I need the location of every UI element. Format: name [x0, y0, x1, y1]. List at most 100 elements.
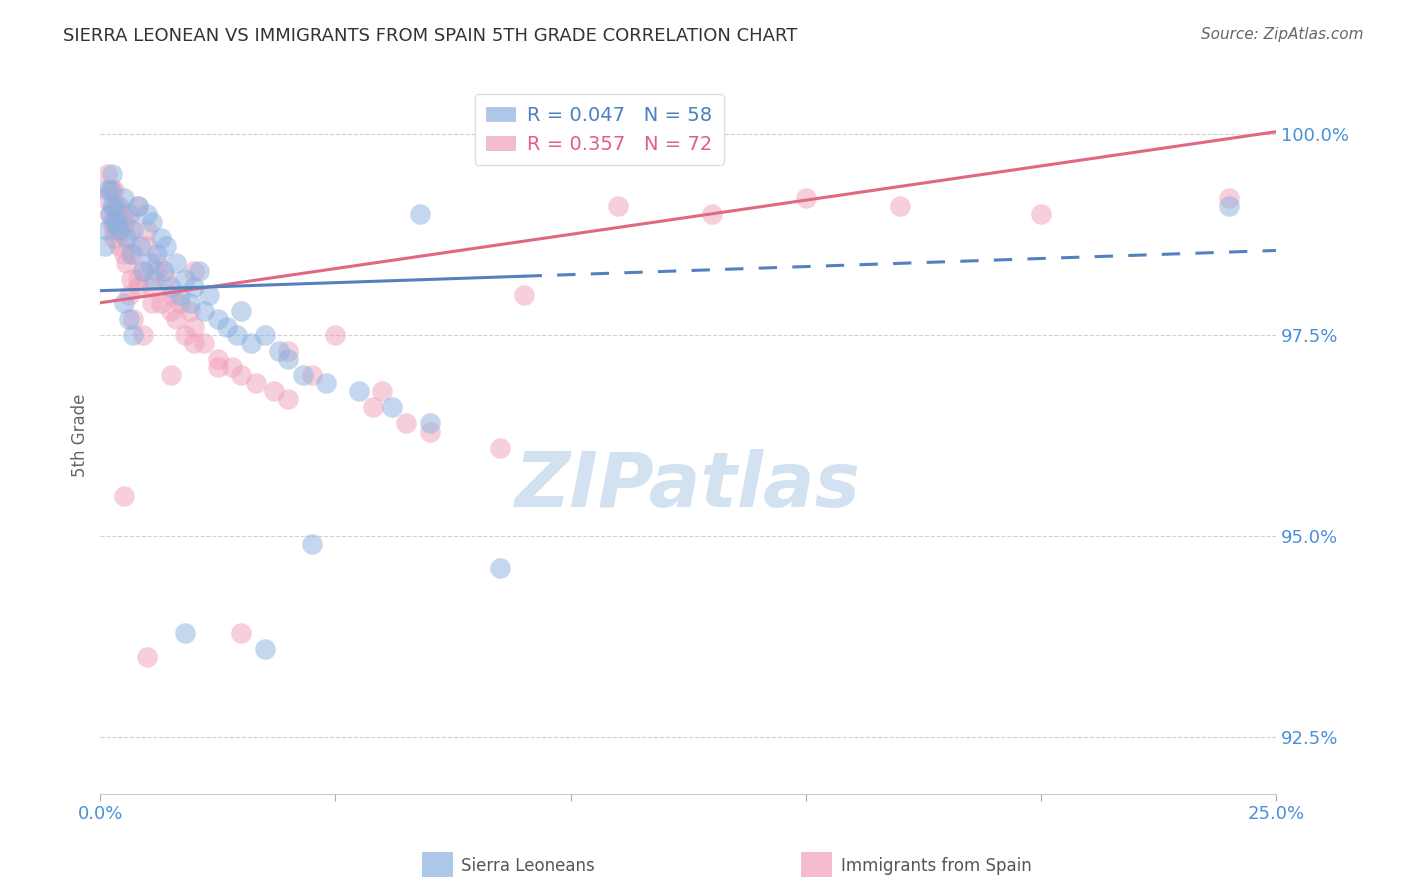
- Point: [160, 303, 183, 318]
- Point: [101, 199, 124, 213]
- Point: [101, 215, 124, 229]
- Point: [96, 223, 118, 237]
- Point: [131, 328, 153, 343]
- Point: [101, 183, 124, 197]
- Point: [105, 223, 128, 237]
- Point: [110, 207, 132, 221]
- Point: [101, 167, 124, 181]
- Point: [253, 641, 276, 656]
- Point: [700, 207, 723, 221]
- Point: [174, 625, 197, 640]
- Point: [239, 336, 262, 351]
- Point: [245, 376, 267, 391]
- Point: [207, 352, 229, 367]
- Point: [174, 271, 197, 285]
- Point: [253, 328, 276, 343]
- Point: [155, 239, 177, 253]
- Point: [94, 239, 117, 253]
- Point: [146, 255, 169, 269]
- Point: [112, 215, 135, 229]
- Point: [136, 239, 159, 253]
- Point: [193, 303, 215, 318]
- Point: [108, 207, 131, 221]
- Point: [103, 231, 125, 245]
- Point: [129, 239, 152, 253]
- Point: [131, 263, 153, 277]
- Point: [112, 191, 135, 205]
- Point: [112, 247, 135, 261]
- Point: [301, 368, 323, 383]
- Point: [165, 255, 187, 269]
- Point: [160, 287, 183, 301]
- Point: [136, 223, 159, 237]
- Point: [231, 625, 253, 640]
- Point: [117, 287, 139, 301]
- Point: [183, 336, 205, 351]
- Point: [131, 263, 153, 277]
- Point: [221, 360, 243, 375]
- Point: [96, 167, 118, 181]
- Point: [325, 328, 347, 343]
- Point: [98, 207, 121, 221]
- Point: [141, 295, 163, 310]
- Point: [160, 368, 183, 383]
- Text: Sierra Leoneans: Sierra Leoneans: [461, 857, 595, 875]
- Point: [1029, 207, 1052, 221]
- Point: [371, 384, 394, 399]
- Point: [143, 271, 166, 285]
- Text: SIERRA LEONEAN VS IMMIGRANTS FROM SPAIN 5TH GRADE CORRELATION CHART: SIERRA LEONEAN VS IMMIGRANTS FROM SPAIN …: [63, 27, 797, 45]
- Point: [1218, 191, 1240, 205]
- Point: [381, 401, 404, 415]
- Point: [207, 360, 229, 375]
- Point: [127, 271, 149, 285]
- Point: [489, 441, 512, 455]
- Point: [188, 263, 211, 277]
- Text: Source: ZipAtlas.com: Source: ZipAtlas.com: [1201, 27, 1364, 42]
- Point: [225, 328, 247, 343]
- Point: [174, 328, 197, 343]
- Point: [794, 191, 817, 205]
- Point: [105, 215, 128, 229]
- Point: [112, 489, 135, 503]
- Point: [108, 223, 131, 237]
- Point: [115, 255, 138, 269]
- Point: [103, 199, 125, 213]
- Point: [179, 295, 201, 310]
- Point: [489, 561, 512, 575]
- Point: [103, 215, 125, 229]
- Point: [418, 425, 440, 439]
- Point: [155, 271, 177, 285]
- Point: [606, 199, 628, 213]
- Point: [117, 231, 139, 245]
- Point: [889, 199, 911, 213]
- Point: [122, 223, 145, 237]
- Point: [98, 183, 121, 197]
- Point: [217, 319, 239, 334]
- Point: [277, 352, 299, 367]
- Point: [1218, 199, 1240, 213]
- Point: [277, 392, 299, 407]
- Point: [127, 199, 149, 213]
- Point: [103, 223, 125, 237]
- Point: [291, 368, 314, 383]
- Point: [136, 207, 159, 221]
- Point: [231, 368, 253, 383]
- Point: [112, 295, 135, 310]
- Point: [197, 287, 219, 301]
- Point: [146, 247, 169, 261]
- Point: [160, 279, 183, 293]
- Point: [98, 207, 121, 221]
- Point: [165, 311, 187, 326]
- Point: [120, 271, 142, 285]
- Point: [395, 417, 418, 431]
- Point: [193, 336, 215, 351]
- Point: [122, 311, 145, 326]
- Point: [115, 231, 138, 245]
- Point: [94, 191, 117, 205]
- Point: [263, 384, 285, 399]
- Point: [183, 319, 205, 334]
- Point: [418, 417, 440, 431]
- Point: [127, 199, 149, 213]
- Point: [179, 303, 201, 318]
- Point: [315, 376, 337, 391]
